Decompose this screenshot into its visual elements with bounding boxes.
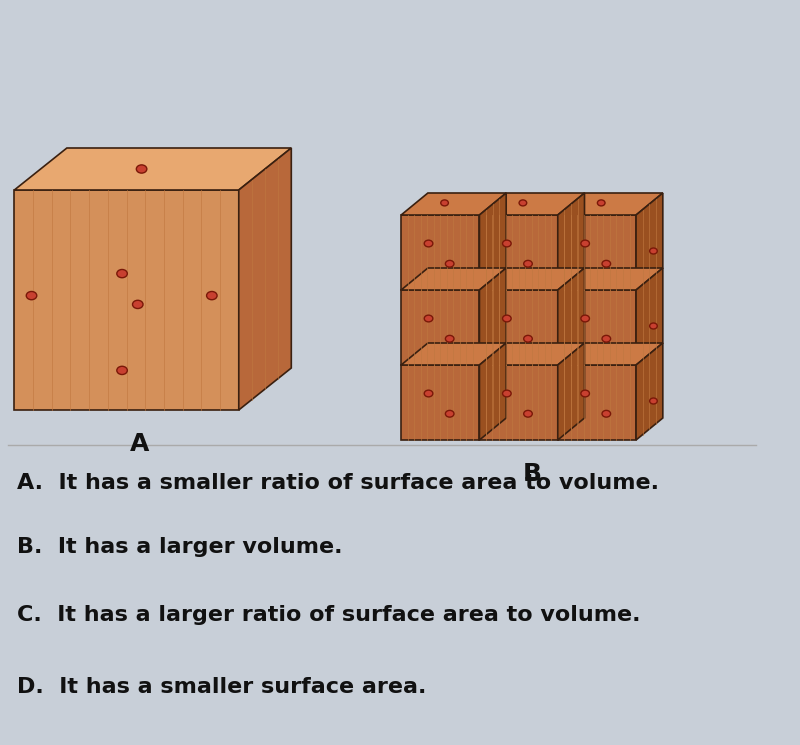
Polygon shape xyxy=(479,268,506,365)
Polygon shape xyxy=(558,365,636,440)
Ellipse shape xyxy=(446,260,454,267)
Ellipse shape xyxy=(502,390,511,397)
Polygon shape xyxy=(558,343,585,440)
Polygon shape xyxy=(401,365,479,440)
Ellipse shape xyxy=(602,410,610,417)
Ellipse shape xyxy=(136,165,147,173)
Polygon shape xyxy=(14,148,291,190)
Text: A: A xyxy=(130,432,150,456)
Polygon shape xyxy=(401,343,506,365)
Text: D.  It has a smaller surface area.: D. It has a smaller surface area. xyxy=(17,677,426,697)
Ellipse shape xyxy=(602,260,610,267)
Polygon shape xyxy=(401,268,506,290)
Ellipse shape xyxy=(581,315,590,322)
Text: C.  It has a larger ratio of surface area to volume.: C. It has a larger ratio of surface area… xyxy=(17,605,641,625)
Ellipse shape xyxy=(524,260,532,267)
Polygon shape xyxy=(479,215,558,290)
Ellipse shape xyxy=(650,398,658,404)
Ellipse shape xyxy=(133,300,143,308)
Polygon shape xyxy=(479,343,585,365)
Ellipse shape xyxy=(446,410,454,417)
Polygon shape xyxy=(14,190,238,410)
Polygon shape xyxy=(401,193,506,215)
Ellipse shape xyxy=(26,291,37,299)
Polygon shape xyxy=(636,268,663,365)
Ellipse shape xyxy=(117,367,127,375)
Ellipse shape xyxy=(650,323,658,329)
Polygon shape xyxy=(401,215,479,290)
Polygon shape xyxy=(558,193,585,290)
Ellipse shape xyxy=(524,335,532,342)
Ellipse shape xyxy=(502,315,511,322)
Ellipse shape xyxy=(446,335,454,342)
Ellipse shape xyxy=(424,240,433,247)
Ellipse shape xyxy=(598,200,605,206)
Polygon shape xyxy=(479,193,585,215)
Polygon shape xyxy=(636,193,663,290)
Polygon shape xyxy=(558,215,636,290)
Polygon shape xyxy=(401,290,479,365)
Text: B.  It has a larger volume.: B. It has a larger volume. xyxy=(17,537,342,557)
Polygon shape xyxy=(479,365,558,440)
Polygon shape xyxy=(558,268,585,365)
Polygon shape xyxy=(238,148,291,410)
Polygon shape xyxy=(479,343,506,440)
Polygon shape xyxy=(558,193,663,215)
Ellipse shape xyxy=(441,200,449,206)
Ellipse shape xyxy=(117,270,127,278)
Ellipse shape xyxy=(650,248,658,254)
Polygon shape xyxy=(479,290,558,365)
Text: B: B xyxy=(522,462,542,486)
Ellipse shape xyxy=(424,390,433,397)
Ellipse shape xyxy=(524,410,532,417)
Ellipse shape xyxy=(206,291,217,299)
Ellipse shape xyxy=(502,240,511,247)
Polygon shape xyxy=(558,343,663,365)
Ellipse shape xyxy=(581,390,590,397)
Polygon shape xyxy=(558,290,636,365)
Text: A.  It has a smaller ratio of surface area to volume.: A. It has a smaller ratio of surface are… xyxy=(17,473,659,493)
Ellipse shape xyxy=(424,315,433,322)
Polygon shape xyxy=(558,268,663,290)
Polygon shape xyxy=(479,193,506,290)
Ellipse shape xyxy=(581,240,590,247)
Polygon shape xyxy=(479,268,585,290)
Ellipse shape xyxy=(602,335,610,342)
Polygon shape xyxy=(636,343,663,440)
Ellipse shape xyxy=(519,200,526,206)
